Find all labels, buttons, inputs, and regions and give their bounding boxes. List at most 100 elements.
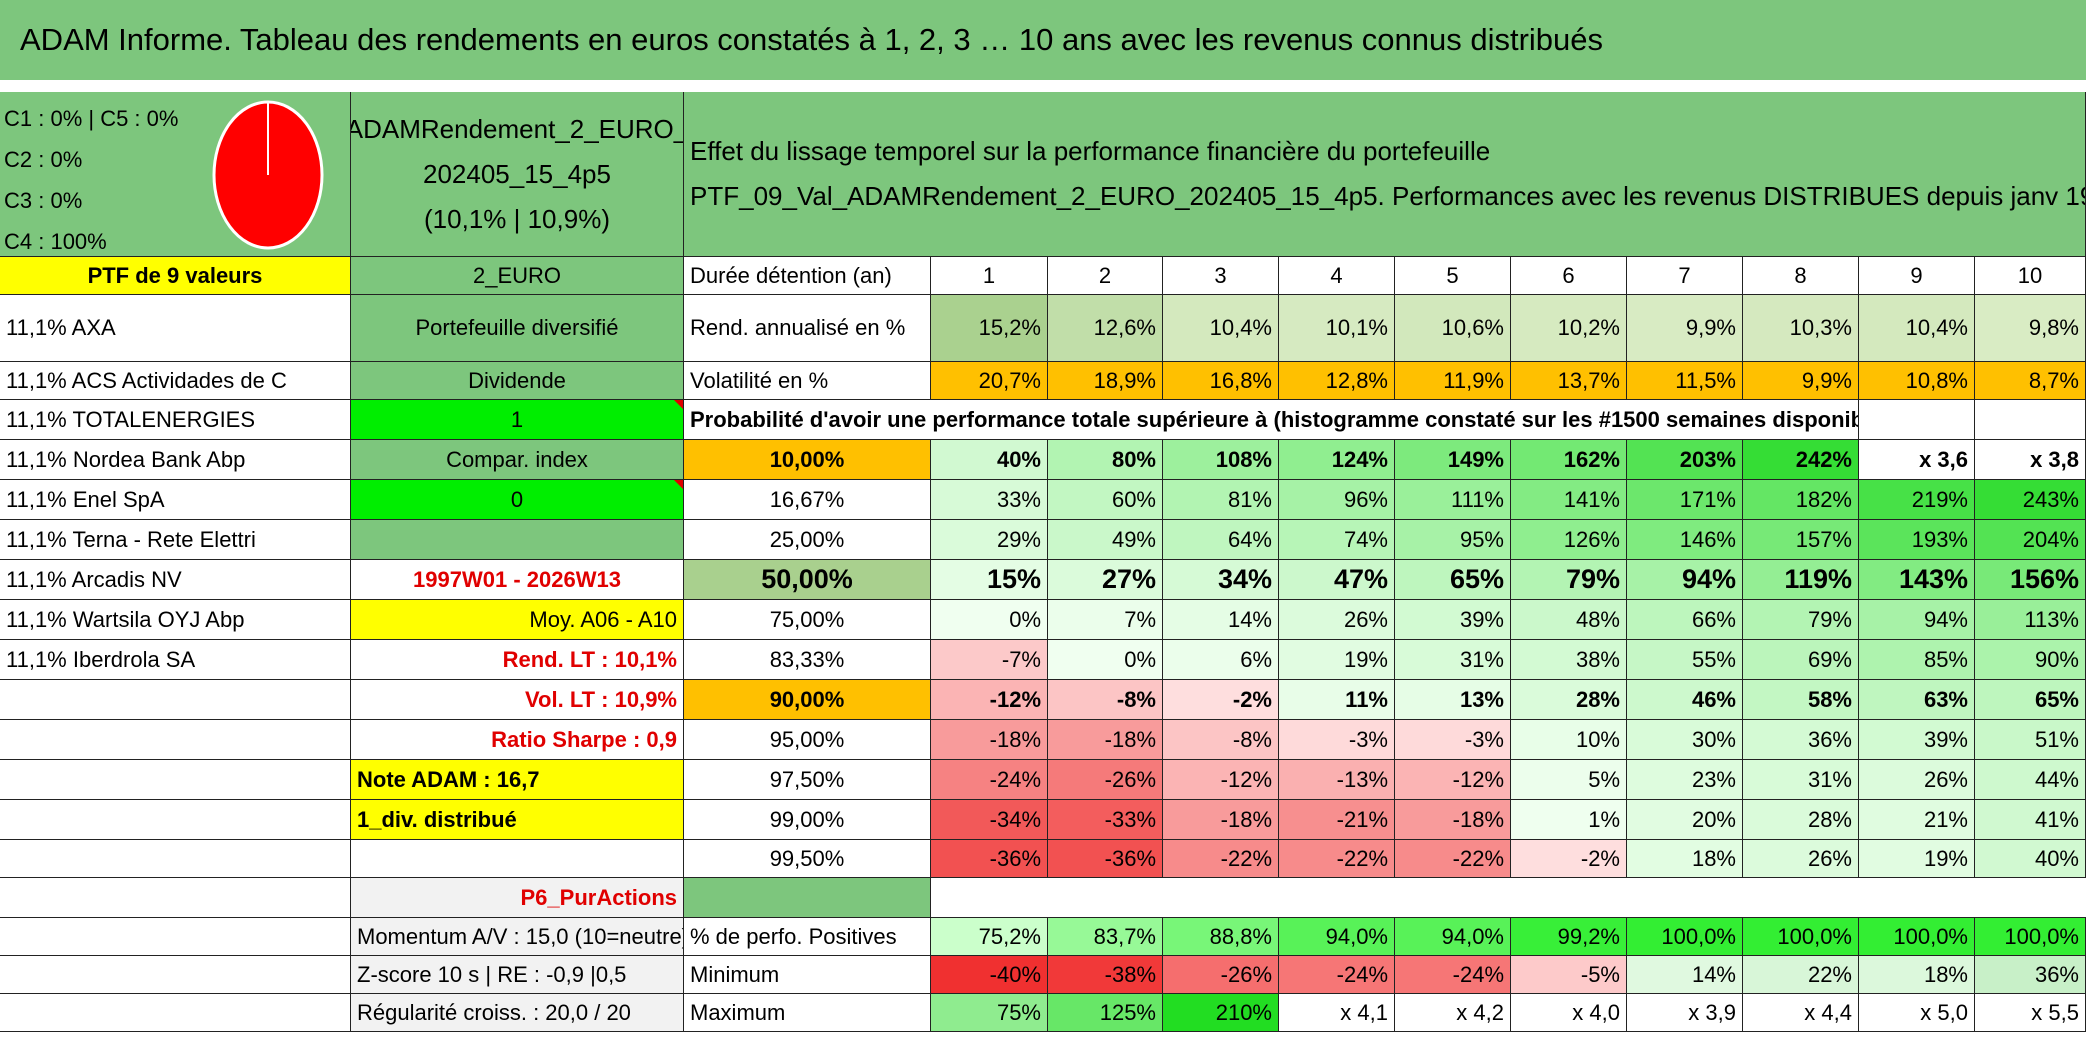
probability-threshold: 99,00%: [684, 800, 931, 840]
probability-value: 243%: [1975, 480, 2086, 520]
probability-value: 14%: [1163, 600, 1279, 640]
year-header: 4: [1279, 257, 1395, 295]
probability-value: 94%: [1627, 560, 1743, 600]
probability-value: 111%: [1395, 480, 1511, 520]
volatility-value: 11,9%: [1395, 362, 1511, 400]
probability-value: 41%: [1975, 800, 2086, 840]
probability-value: 20%: [1627, 800, 1743, 840]
probability-value: 21%: [1859, 800, 1975, 840]
probability-value: 44%: [1975, 760, 2086, 800]
probability-value: 0%: [1048, 640, 1163, 680]
maximum-value: x 4,4: [1743, 994, 1859, 1032]
year-header: 6: [1511, 257, 1627, 295]
probability-value: 26%: [1279, 600, 1395, 640]
probability-threshold: 99,50%: [684, 840, 931, 878]
probability-value: 90%: [1975, 640, 2086, 680]
probability-value: 141%: [1511, 480, 1627, 520]
year-header: 2: [1048, 257, 1163, 295]
comment-marker: [674, 480, 683, 489]
year-header: 9: [1859, 257, 1975, 295]
annualized-return-value: 10,4%: [1859, 295, 1975, 362]
portfolio-count-label: PTF de 9 valeurs: [0, 257, 351, 295]
probability-value: 219%: [1859, 480, 1975, 520]
maximum-value: x 4,0: [1511, 994, 1627, 1032]
empty-cell: [931, 878, 2086, 918]
title-gap: [0, 80, 2086, 92]
annualized-return-value: 10,3%: [1743, 295, 1859, 362]
probability-value: 143%: [1859, 560, 1975, 600]
probability-threshold: 97,50%: [684, 760, 931, 800]
empty-cell: [1975, 400, 2086, 440]
probability-value: 26%: [1743, 840, 1859, 878]
holding-item: 11,1% Enel SpA: [0, 480, 351, 520]
volatility-value: 20,7%: [931, 362, 1048, 400]
probability-value: -3%: [1279, 720, 1395, 760]
probability-value: -33%: [1048, 800, 1163, 840]
probability-value: 162%: [1511, 440, 1627, 480]
probability-value: 157%: [1743, 520, 1859, 560]
positive-performance-value: 100,0%: [1743, 918, 1859, 956]
probability-threshold: 95,00%: [684, 720, 931, 760]
empty-cell: [1859, 400, 1975, 440]
positive-performance-value: 100,0%: [1975, 918, 2086, 956]
empty-cell: [0, 720, 351, 760]
holding-item: 11,1% Wartsila OYJ Abp: [0, 600, 351, 640]
year-header: 1: [931, 257, 1048, 295]
empty-cell: [0, 680, 351, 720]
probability-value: -18%: [1163, 800, 1279, 840]
volatility-value: 9,9%: [1743, 362, 1859, 400]
probability-value: 182%: [1743, 480, 1859, 520]
positive-performance-value: 100,0%: [1859, 918, 1975, 956]
minimum-value: 36%: [1975, 956, 2086, 994]
probability-value: -12%: [1395, 760, 1511, 800]
probability-value: 69%: [1743, 640, 1859, 680]
positive-performance-value: 94,0%: [1395, 918, 1511, 956]
empty-cell: [351, 520, 684, 560]
allocation-pie-chart: [212, 100, 324, 250]
volatility-value: 12,8%: [1279, 362, 1395, 400]
probability-value: 46%: [1627, 680, 1743, 720]
average-label: Moy. A06 - A10: [351, 600, 684, 640]
probability-value: 23%: [1627, 760, 1743, 800]
volatility-value: 18,9%: [1048, 362, 1163, 400]
class-line: C1 : 0% | C5 : 0%: [4, 106, 179, 131]
maximum-value: x 4,1: [1279, 994, 1395, 1032]
probability-value: -2%: [1163, 680, 1279, 720]
holding-item: 11,1% Terna - Rete Elettri: [0, 520, 351, 560]
positive-performance-value: 100,0%: [1627, 918, 1743, 956]
currency-label: 2_EURO: [351, 257, 684, 295]
probability-value: -18%: [931, 720, 1048, 760]
probability-value: 108%: [1163, 440, 1279, 480]
probability-value: -22%: [1163, 840, 1279, 878]
probability-value: 0%: [931, 600, 1048, 640]
probability-value: -7%: [931, 640, 1048, 680]
probability-value: x 3,6: [1859, 440, 1975, 480]
positive-performance-value: 83,7%: [1048, 918, 1163, 956]
probability-value: 64%: [1163, 520, 1279, 560]
probability-value: 85%: [1859, 640, 1975, 680]
holding-duration-label: Durée détention (an): [684, 257, 931, 295]
maximum-label: Maximum: [684, 994, 931, 1032]
annualized-return-value: 10,1%: [1279, 295, 1395, 362]
sharpe-ratio: Ratio Sharpe : 0,9: [351, 720, 684, 760]
minimum-value: 14%: [1627, 956, 1743, 994]
volatility-value: 8,7%: [1975, 362, 2086, 400]
volatility-value: 16,8%: [1163, 362, 1279, 400]
zscore-label: Z-score 10 s | RE : -0,9 |0,5: [351, 956, 684, 994]
minimum-value: 22%: [1743, 956, 1859, 994]
maximum-value: 210%: [1163, 994, 1279, 1032]
probability-value: -8%: [1048, 680, 1163, 720]
year-header: 3: [1163, 257, 1279, 295]
volatility-value: 13,7%: [1511, 362, 1627, 400]
empty-cell: [351, 840, 684, 878]
probability-value: -18%: [1395, 800, 1511, 840]
probability-value: -18%: [1048, 720, 1163, 760]
probability-value: 11%: [1279, 680, 1395, 720]
probability-value: 36%: [1743, 720, 1859, 760]
probability-value: -26%: [1048, 760, 1163, 800]
empty-cell: [0, 994, 351, 1032]
dividend-value: 1: [351, 400, 684, 440]
class-line: C2 : 0%: [4, 147, 83, 172]
maximum-value: x 4,2: [1395, 994, 1511, 1032]
